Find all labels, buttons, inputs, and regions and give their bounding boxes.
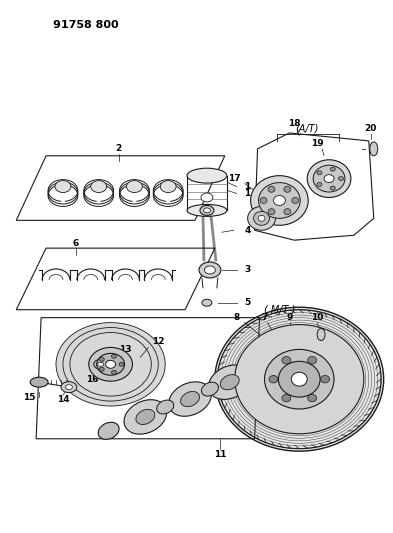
Ellipse shape <box>99 357 104 361</box>
Ellipse shape <box>268 187 275 192</box>
Ellipse shape <box>112 370 116 374</box>
Text: 3: 3 <box>244 265 251 274</box>
Ellipse shape <box>63 328 158 401</box>
Ellipse shape <box>91 181 107 192</box>
Text: 18: 18 <box>288 118 301 127</box>
Ellipse shape <box>284 209 291 215</box>
Ellipse shape <box>202 299 212 306</box>
Ellipse shape <box>70 333 151 396</box>
Ellipse shape <box>282 357 291 364</box>
Ellipse shape <box>98 362 104 366</box>
Ellipse shape <box>330 167 335 171</box>
Ellipse shape <box>258 215 265 221</box>
Ellipse shape <box>204 266 215 274</box>
Ellipse shape <box>97 353 125 375</box>
Ellipse shape <box>268 209 275 215</box>
Ellipse shape <box>317 171 322 175</box>
Text: 14: 14 <box>57 394 69 403</box>
Ellipse shape <box>56 322 165 406</box>
Text: 16: 16 <box>86 375 99 384</box>
Text: 4: 4 <box>244 226 251 235</box>
Ellipse shape <box>136 409 155 424</box>
Ellipse shape <box>248 206 275 230</box>
Ellipse shape <box>106 360 116 368</box>
Ellipse shape <box>220 375 239 390</box>
Ellipse shape <box>308 394 317 402</box>
Ellipse shape <box>307 160 351 198</box>
Ellipse shape <box>187 168 227 183</box>
Ellipse shape <box>313 165 345 192</box>
Ellipse shape <box>94 359 108 369</box>
Ellipse shape <box>338 176 343 181</box>
Ellipse shape <box>169 382 211 416</box>
Text: 5: 5 <box>244 298 251 307</box>
Text: 13: 13 <box>119 345 132 354</box>
Ellipse shape <box>119 362 124 366</box>
Text: 1: 1 <box>244 189 251 198</box>
Ellipse shape <box>251 176 308 225</box>
Ellipse shape <box>253 212 270 225</box>
Ellipse shape <box>370 142 378 156</box>
Ellipse shape <box>30 377 48 387</box>
Ellipse shape <box>204 208 210 213</box>
Ellipse shape <box>65 385 72 390</box>
Ellipse shape <box>317 182 322 187</box>
Ellipse shape <box>317 328 325 341</box>
Ellipse shape <box>324 175 334 183</box>
Ellipse shape <box>180 391 200 407</box>
Ellipse shape <box>291 372 307 386</box>
Text: 11: 11 <box>213 450 226 459</box>
Ellipse shape <box>258 361 277 377</box>
Text: 91758 800: 91758 800 <box>53 20 119 30</box>
Ellipse shape <box>308 357 317 364</box>
Text: 19: 19 <box>311 139 323 148</box>
Ellipse shape <box>284 187 291 192</box>
Ellipse shape <box>201 382 219 396</box>
Text: 2: 2 <box>116 144 122 154</box>
Text: 20: 20 <box>365 125 377 133</box>
Ellipse shape <box>98 422 119 439</box>
Ellipse shape <box>274 196 285 205</box>
Ellipse shape <box>112 354 116 358</box>
Ellipse shape <box>330 186 335 190</box>
Ellipse shape <box>157 400 174 414</box>
Text: 9: 9 <box>286 313 292 322</box>
Text: 12: 12 <box>152 337 165 346</box>
Text: 10: 10 <box>311 313 323 322</box>
Text: (A/T): (A/T) <box>296 124 319 134</box>
Ellipse shape <box>264 350 334 409</box>
Ellipse shape <box>200 205 214 215</box>
Ellipse shape <box>201 193 213 202</box>
Ellipse shape <box>292 198 299 204</box>
Ellipse shape <box>321 375 330 383</box>
Ellipse shape <box>215 307 384 451</box>
Text: 1: 1 <box>244 182 251 191</box>
Ellipse shape <box>61 382 77 393</box>
Text: 8: 8 <box>233 313 240 322</box>
Ellipse shape <box>208 365 251 399</box>
Text: 17: 17 <box>228 174 241 183</box>
Text: 6: 6 <box>73 239 79 248</box>
Ellipse shape <box>260 198 267 204</box>
Text: ( M/T ): ( M/T ) <box>264 305 295 314</box>
Ellipse shape <box>89 348 132 381</box>
Ellipse shape <box>199 262 221 278</box>
Text: 15: 15 <box>23 393 35 401</box>
Ellipse shape <box>99 367 104 372</box>
Ellipse shape <box>282 394 291 402</box>
Ellipse shape <box>160 181 176 192</box>
Ellipse shape <box>269 375 278 383</box>
Ellipse shape <box>259 183 300 219</box>
Ellipse shape <box>278 361 320 397</box>
Ellipse shape <box>127 181 142 192</box>
Ellipse shape <box>55 181 71 192</box>
Ellipse shape <box>235 325 364 434</box>
Text: 7: 7 <box>261 313 268 322</box>
Ellipse shape <box>124 400 167 434</box>
Ellipse shape <box>187 205 227 216</box>
